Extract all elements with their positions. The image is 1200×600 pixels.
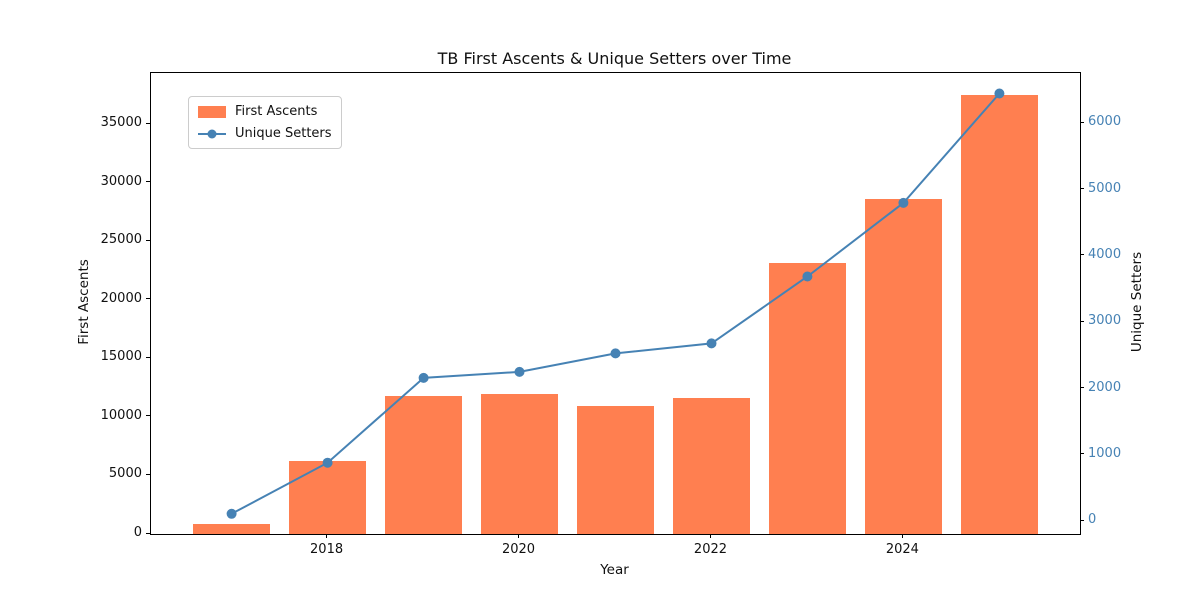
right-tick-label-6000: 6000 xyxy=(1088,114,1122,130)
data-point-2022 xyxy=(706,338,717,349)
data-point-2019 xyxy=(418,372,429,383)
data-point-2017 xyxy=(226,508,237,519)
x-tick-2022 xyxy=(709,534,711,538)
legend-label-unique-setters: Unique Setters xyxy=(235,126,332,141)
x-axis-title: Year xyxy=(600,562,629,578)
left-tick-15000 xyxy=(146,356,150,358)
bar-2018 xyxy=(289,461,366,534)
chart-title: TB First Ascents & Unique Setters over T… xyxy=(437,49,792,68)
data-point-2021 xyxy=(610,348,621,359)
left-tick-label-0: 0 xyxy=(133,525,142,540)
bar-2023 xyxy=(769,262,846,534)
bars-layer xyxy=(151,73,1080,534)
data-point-2020 xyxy=(514,366,525,377)
right-tick-label-3000: 3000 xyxy=(1088,313,1122,329)
bar-2019 xyxy=(385,395,462,534)
data-point-2023 xyxy=(802,271,813,282)
right-tick-label-5000: 5000 xyxy=(1088,180,1122,196)
x-tick-label-2020: 2020 xyxy=(501,542,536,557)
data-point-2018 xyxy=(322,457,333,468)
x-tick-2018 xyxy=(326,534,328,538)
legend: First Ascents Unique Setters xyxy=(188,96,342,149)
unique-setters-line xyxy=(231,92,1001,515)
left-tick-label-5000: 5000 xyxy=(108,466,142,482)
left-tick-30000 xyxy=(146,181,150,183)
left-tick-label-20000: 20000 xyxy=(100,290,142,306)
left-tick-25000 xyxy=(146,239,150,241)
left-tick-label-10000: 10000 xyxy=(100,407,142,423)
x-tick-label-2018: 2018 xyxy=(310,542,344,557)
x-tick-2020 xyxy=(518,534,520,538)
left-tick-20000 xyxy=(146,298,150,300)
right-axis-title: Unique Setters xyxy=(1129,251,1145,353)
legend-label-first-ascents: First Ascents xyxy=(235,104,318,119)
right-tick-3000 xyxy=(1080,320,1084,322)
right-tick-6000 xyxy=(1080,121,1084,123)
right-tick-2000 xyxy=(1080,387,1084,388)
left-tick-label-25000: 25000 xyxy=(100,232,142,248)
bar-2024 xyxy=(865,199,942,534)
bar-swatch-icon xyxy=(198,105,226,118)
plot-area xyxy=(150,72,1081,535)
right-tick-label-2000: 2000 xyxy=(1088,379,1122,395)
x-tick-label-2024: 2024 xyxy=(885,542,919,557)
legend-item-first-ascents: First Ascents xyxy=(198,104,332,119)
data-point-2025 xyxy=(994,88,1005,99)
left-tick-35000 xyxy=(146,122,150,124)
bar-2021 xyxy=(577,405,654,534)
left-tick-label-30000: 30000 xyxy=(100,173,142,189)
data-point-2024 xyxy=(898,197,909,208)
right-tick-0 xyxy=(1080,519,1084,521)
x-tick-2024 xyxy=(901,534,903,538)
left-tick-0 xyxy=(146,532,150,534)
bar-2025 xyxy=(960,94,1038,534)
right-tick-label-1000: 1000 xyxy=(1088,445,1122,461)
right-tick-1000 xyxy=(1080,453,1084,455)
line-layer xyxy=(226,88,1005,519)
bar-2017 xyxy=(193,524,270,534)
line-marker-swatch-icon xyxy=(198,129,226,138)
left-tick-label-35000: 35000 xyxy=(100,115,142,131)
bar-2022 xyxy=(673,397,750,534)
x-tick-label-2022: 2022 xyxy=(693,542,728,557)
right-tick-label-0: 0 xyxy=(1088,512,1097,528)
left-tick-10000 xyxy=(146,415,150,417)
left-tick-label-15000: 15000 xyxy=(100,349,142,365)
legend-item-unique-setters: Unique Setters xyxy=(198,126,332,141)
right-tick-4000 xyxy=(1080,254,1084,256)
left-tick-5000 xyxy=(146,473,150,475)
bar-2020 xyxy=(481,393,558,534)
right-tick-label-4000: 4000 xyxy=(1088,246,1122,262)
right-tick-5000 xyxy=(1080,188,1084,190)
